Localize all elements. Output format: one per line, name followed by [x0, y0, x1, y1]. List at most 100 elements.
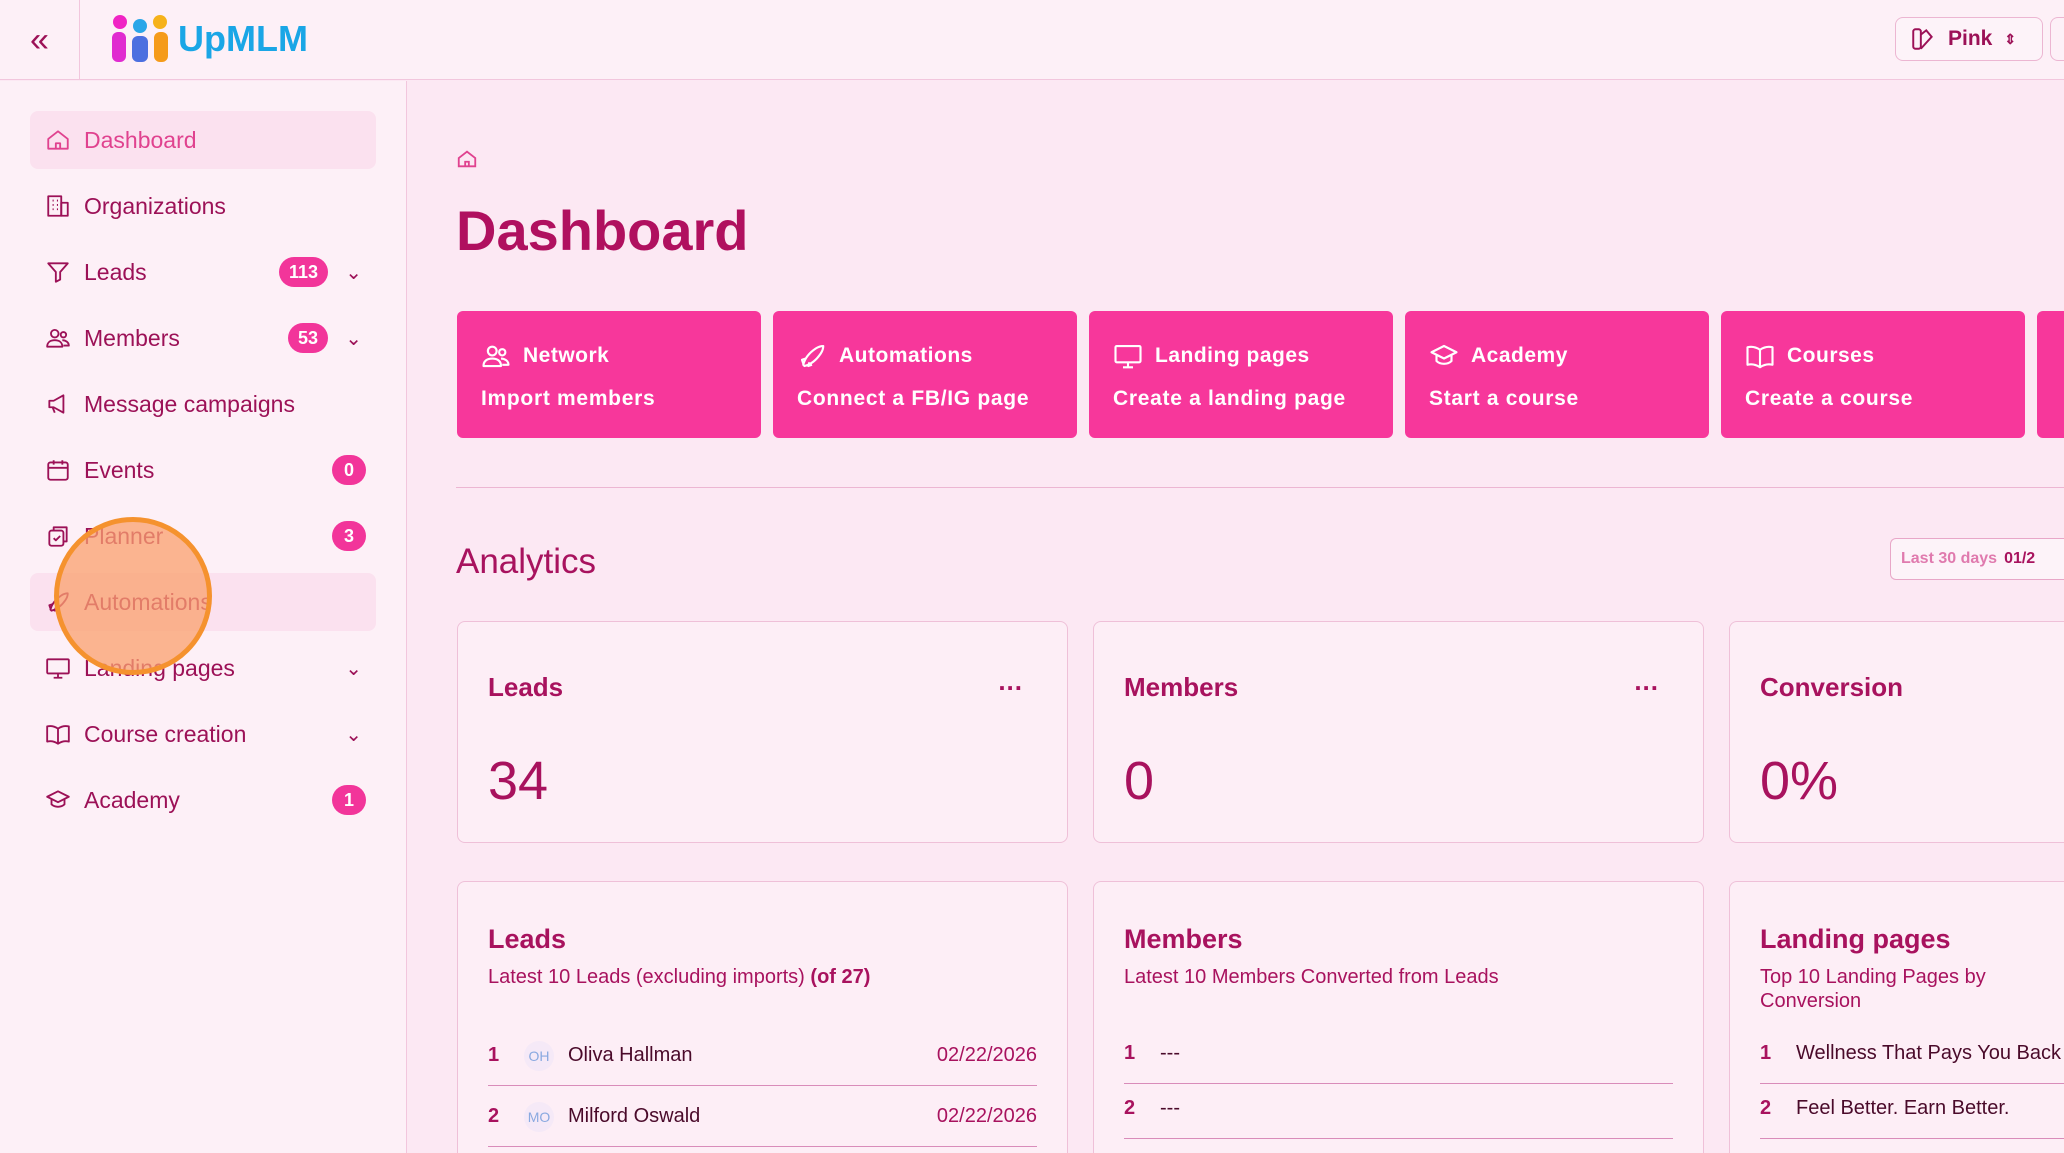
quick-action-link: Create a course: [1745, 387, 1914, 410]
count-badge: 0: [332, 455, 366, 485]
more-options-icon[interactable]: ...: [1634, 666, 1659, 696]
leads-list-card: Leads Latest 10 Leads (excluding imports)…: [457, 881, 1068, 1153]
sidebar-item-events[interactable]: Events 0: [30, 441, 376, 499]
home-icon: [47, 130, 69, 150]
quick-action-card[interactable]: Landing pages Create a landing page: [1089, 311, 1393, 438]
count-badge: 1: [332, 785, 366, 815]
date-range-picker[interactable]: Last 30 days 01/2: [1890, 538, 2064, 580]
brand-name: UpMLM: [178, 18, 308, 59]
stat-label: Members: [1124, 672, 1239, 702]
nav-icon-wrap: [44, 654, 72, 682]
row-name: Wellness That Pays You Back: [1796, 1042, 2061, 1064]
calendar-icon: [47, 460, 69, 481]
monitor-icon: [1114, 344, 1142, 369]
row-date: 02/22/2026: [936, 1044, 1037, 1066]
sidebar-item-label: Dashboard: [84, 126, 197, 153]
divider: [456, 487, 2064, 488]
row-name: ---: [1160, 1097, 1180, 1119]
quick-action-link: Import members: [481, 387, 656, 410]
sidebar-item-members[interactable]: Members 53 ⌄: [30, 309, 376, 367]
range-value: 01/2: [2004, 550, 2036, 567]
row-date: 02/22/2026: [936, 1105, 1037, 1127]
quick-action-card[interactable]: Automations Connect a FB/IG page: [773, 311, 1077, 438]
chevron-down-icon[interactable]: ⌄: [345, 327, 362, 350]
quick-action-title: Network: [523, 344, 610, 367]
subtitle-text: Latest 10 Members Converted from Leads: [1124, 966, 1499, 988]
row-name: Milford Oswald: [568, 1105, 701, 1127]
graduation-cap-icon: [1430, 344, 1458, 365]
row-rank: 2: [1124, 1097, 1136, 1119]
row-rank: 2: [488, 1105, 500, 1127]
sidebar-item-leads[interactable]: Leads 113 ⌄: [30, 243, 376, 301]
stat-card: Conversion 0%: [1729, 621, 2064, 843]
subtitle-text: Top 10 Landing Pages by Conversion: [1760, 966, 1986, 1012]
theme-value: Pink: [1948, 27, 1993, 50]
nav-icon-wrap: [44, 258, 72, 286]
graduation-cap-icon: [46, 790, 70, 808]
row-rank: 1: [1760, 1042, 1772, 1064]
quick-action-title: Landing pages: [1155, 344, 1310, 367]
list-item[interactable]: 1 Wellness That Pays You Back: [1760, 1024, 2064, 1084]
sidebar-item-academy[interactable]: Academy 1: [30, 771, 376, 829]
stat-value: 0%: [1760, 751, 1839, 811]
stat-label: Leads: [488, 672, 564, 702]
range-label: Last 30 days: [1901, 550, 1998, 567]
list-item[interactable]: 1 OH Oliva Hallman 02/22/2026: [488, 1026, 1037, 1086]
list-item[interactable]: 2 Feel Better. Earn Better.: [1760, 1079, 2064, 1139]
list-item[interactable]: 2 MO Milford Oswald 02/22/2026: [488, 1087, 1037, 1147]
list-count: (of 27): [810, 966, 871, 988]
nav-icon-wrap: [44, 522, 72, 550]
row-name: Oliva Hallman: [568, 1044, 693, 1066]
sidebar-item-label: Message campaigns: [84, 390, 295, 417]
quick-action-card[interactable]: Network Import members: [457, 311, 761, 438]
theme-selector[interactable]: Pink ⇕: [1895, 17, 2043, 61]
sidebar-item-message-campaigns[interactable]: Message campaigns: [30, 375, 376, 433]
home-icon: [457, 150, 477, 168]
funnel-icon: [47, 262, 69, 283]
quick-action-title: Courses: [1787, 344, 1875, 367]
logo[interactable]: UpMLM: [110, 14, 308, 64]
quick-action-card[interactable]: Courses Create a course: [1721, 311, 2025, 438]
stat-card: Members... 0: [1093, 621, 1704, 843]
chevron-down-icon[interactable]: ⌄: [345, 657, 362, 680]
nav-icon-wrap: [44, 786, 72, 814]
list-item[interactable]: 2 ---: [1124, 1079, 1673, 1139]
logo-icon: [112, 15, 168, 62]
sidebar-item-course-creation[interactable]: Course creation ⌄: [30, 705, 376, 763]
sidebar-item-dashboard[interactable]: Dashboard: [30, 111, 376, 169]
sidebar-item-label: Events: [84, 456, 155, 483]
sidebar-item-label: Course creation: [84, 720, 247, 747]
sidebar-item-label: Members: [84, 324, 180, 351]
sidebar-item-label: Organizations: [84, 192, 226, 219]
chevron-down-icon[interactable]: ⌄: [345, 723, 362, 746]
list-item[interactable]: 1 ---: [1124, 1024, 1673, 1084]
landing-list-card: Landing pages Top 10 Landing Pages by Con…: [1729, 881, 2064, 1153]
quick-action-card[interactable]: Academy Start a course: [1405, 311, 1709, 438]
nav-icon-wrap: [44, 126, 72, 154]
more-options-icon[interactable]: ...: [998, 666, 1023, 696]
chevron-up-down-icon: ⇕: [2004, 30, 2017, 47]
book-icon: [1746, 345, 1774, 369]
users-icon: [482, 345, 510, 368]
breadcrumb-home[interactable]: [456, 148, 478, 175]
quick-action-link: Connect a FB/IG page: [797, 387, 1030, 410]
list-title: Leads: [488, 924, 567, 954]
count-badge: 113: [278, 257, 328, 287]
stat-label: Conversion: [1760, 672, 1904, 702]
avatar: OH: [524, 1040, 554, 1071]
clipboard-check-icon: [48, 526, 68, 547]
subtitle-text: Latest 10 Leads (excluding imports): [488, 966, 805, 988]
header-button[interactable]: [2050, 17, 2064, 61]
nav-icon-wrap: [44, 390, 72, 418]
collapse-sidebar-button[interactable]: «: [0, 0, 80, 80]
quick-action-card[interactable]: [2037, 311, 2064, 438]
sidebar-item-label: Leads: [84, 258, 147, 285]
row-name: Feel Better. Earn Better.: [1796, 1097, 2010, 1119]
sidebar-item-organizations[interactable]: Organizations: [30, 177, 376, 235]
chevron-down-icon[interactable]: ⌄: [345, 261, 362, 284]
stat-card: Leads... 34: [457, 621, 1068, 843]
count-badge: 53: [287, 323, 328, 353]
swatch-icon: [1912, 28, 1933, 50]
quick-action-title: Automations: [839, 344, 973, 367]
stat-value: 0: [1124, 751, 1155, 811]
